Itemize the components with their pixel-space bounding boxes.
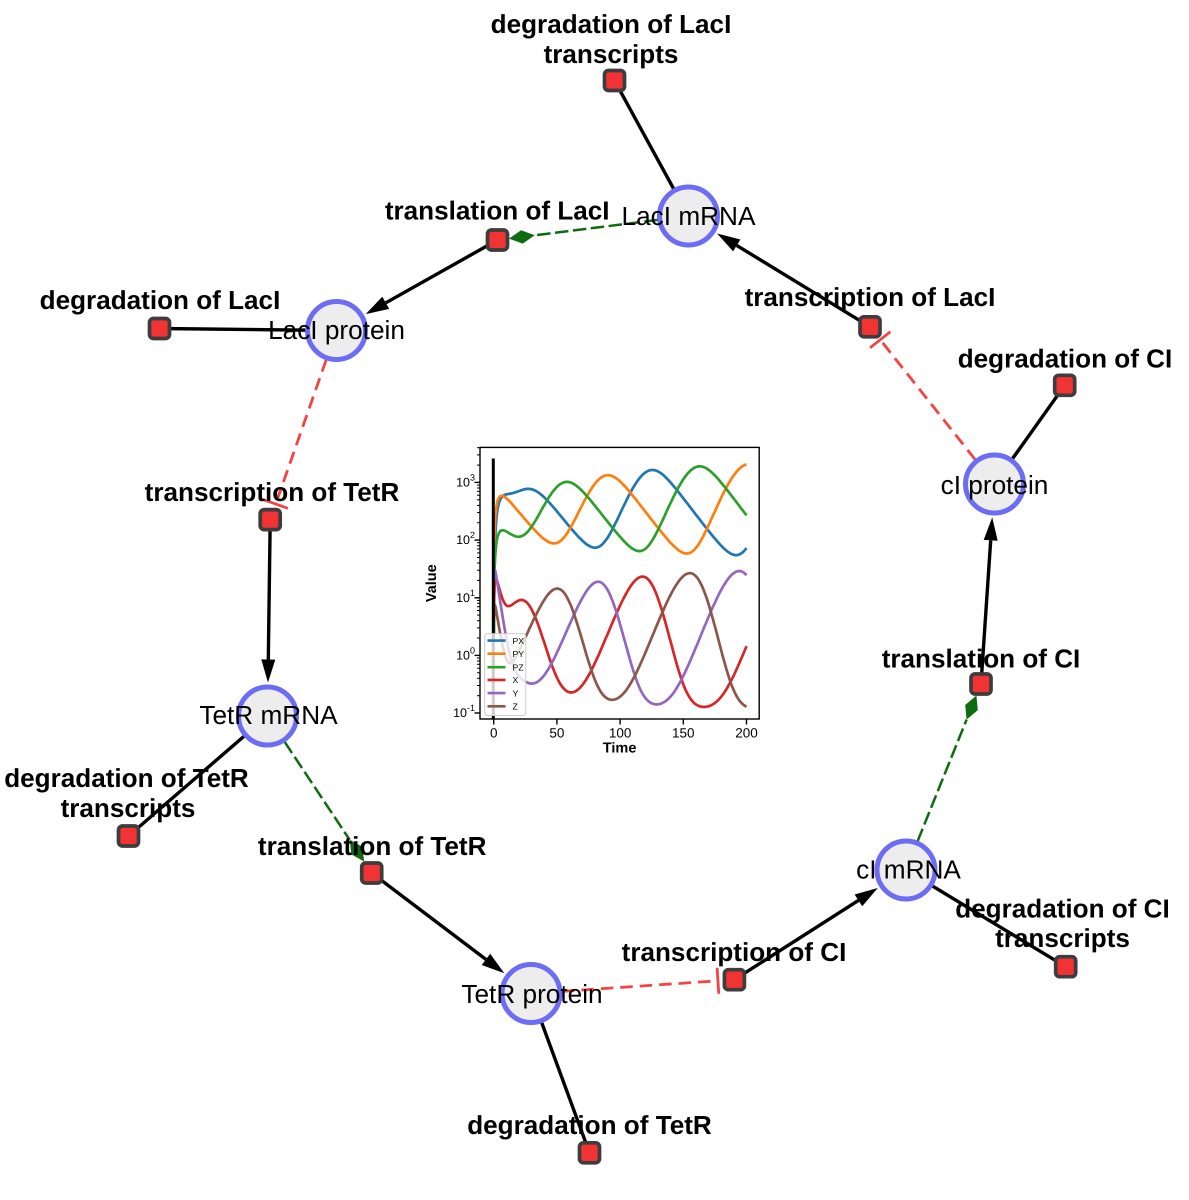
svg-text:PZ: PZ xyxy=(513,662,525,672)
svg-text:PY: PY xyxy=(513,649,525,659)
svg-text:transcripts: transcripts xyxy=(544,39,679,69)
svg-text:200: 200 xyxy=(735,726,758,741)
svg-text:transcripts: transcripts xyxy=(995,923,1130,953)
svg-text:degradation of CI: degradation of CI xyxy=(955,894,1170,924)
svg-text:Z: Z xyxy=(513,702,519,712)
svg-text:degradation of LacI: degradation of LacI xyxy=(491,9,732,39)
svg-text:Value: Value xyxy=(424,564,440,602)
svg-text:50: 50 xyxy=(549,726,564,741)
svg-text:transcripts: transcripts xyxy=(61,793,196,823)
svg-text:degradation of TetR: degradation of TetR xyxy=(467,1110,712,1140)
svg-text:X: X xyxy=(513,675,519,685)
svg-text:Time: Time xyxy=(603,741,637,757)
svg-text:transcription of TetR: transcription of TetR xyxy=(145,477,400,507)
svg-text:TetR mRNA: TetR mRNA xyxy=(199,700,338,730)
svg-text:LacI protein: LacI protein xyxy=(268,315,405,345)
svg-text:Y: Y xyxy=(513,688,519,698)
svg-text:cI protein: cI protein xyxy=(941,470,1049,500)
svg-text:transcription of LacI: transcription of LacI xyxy=(745,282,996,312)
svg-text:degradation of TetR: degradation of TetR xyxy=(4,763,249,793)
svg-text:0: 0 xyxy=(490,726,498,741)
svg-text:translation of LacI: translation of LacI xyxy=(385,196,610,226)
svg-text:degradation of CI: degradation of CI xyxy=(958,344,1173,374)
svg-text:transcription of CI: transcription of CI xyxy=(622,937,847,967)
svg-text:cI mRNA: cI mRNA xyxy=(856,855,961,885)
svg-text:translation of TetR: translation of TetR xyxy=(258,831,487,861)
svg-text:TetR protein: TetR protein xyxy=(461,979,602,1009)
svg-text:PX: PX xyxy=(513,636,525,646)
svg-text:degradation of LacI: degradation of LacI xyxy=(40,285,281,315)
svg-text:translation of CI: translation of CI xyxy=(882,644,1081,674)
svg-text:100: 100 xyxy=(609,726,632,741)
svg-text:150: 150 xyxy=(672,726,695,741)
svg-text:LacI mRNA: LacI mRNA xyxy=(622,201,756,231)
